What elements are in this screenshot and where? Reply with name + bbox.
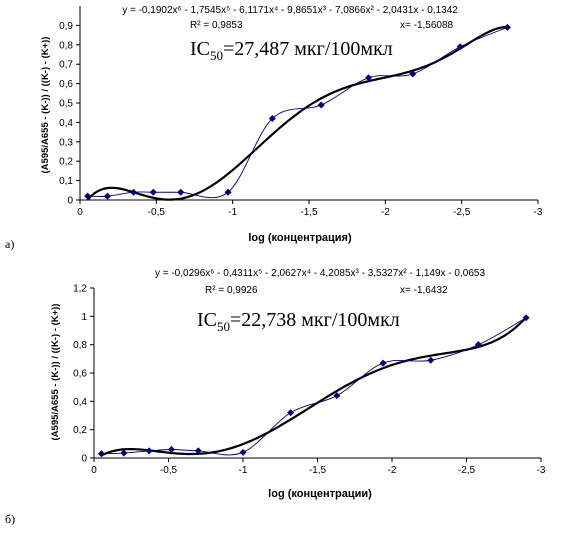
y-tick-label: 1 — [81, 312, 87, 323]
x-tick-label: -2 — [381, 207, 390, 218]
data-point — [287, 409, 295, 417]
data-point — [317, 101, 325, 109]
y-tick-label: 0,7 — [59, 60, 73, 71]
x-tick-label: -1,5 — [309, 465, 327, 476]
chart: 0 0,2 0,4 0,6 0,8 1 1,2 0 -0,5 -1 -1,5 -2 -2,5 -3 y = … — [5, 268, 546, 526]
data-line — [101, 317, 527, 456]
y-axis-label: (A595/A655 - (K-)) / ((K-) - (K+)) — [50, 304, 61, 441]
y-tick-label: 0,2 — [59, 157, 73, 168]
data-point — [474, 341, 482, 349]
ic50-sub: 50 — [210, 48, 223, 63]
data-point — [224, 188, 232, 196]
data-point — [522, 314, 530, 322]
equation: y = -0,0296x⁶ - 0,4311x⁵ - 2,0627x⁴ - 4,… — [155, 268, 486, 279]
y-tick-label: 0,6 — [59, 79, 73, 90]
panel-label: а) — [5, 237, 14, 251]
data-point — [239, 448, 247, 456]
x-tick-label: -0,5 — [148, 207, 166, 218]
x-tick-label: -2 — [388, 465, 397, 476]
data-point — [268, 115, 276, 123]
y-tick-label: 0 — [67, 196, 73, 207]
x-tick-label: 0 — [77, 207, 83, 218]
y-tick-label: 0,6 — [73, 369, 87, 380]
data-point — [129, 188, 137, 196]
ic50-rest: =22,738 мкг/100мкл — [230, 309, 400, 331]
chart: 0 0,1 0,2 0,3 0,4 0,5 0,6 0,7 0,8 0,9 0 -0,5 -1 -1,5 -… — [5, 5, 543, 251]
x-axis-label: log (концентрация) — [248, 232, 352, 244]
data-point — [379, 359, 387, 367]
ic50: IC50=27,487 мкг/100мкл — [190, 38, 393, 63]
x-note: x= -1,56088 — [400, 20, 454, 31]
data-point — [333, 392, 341, 400]
y-tick-label: 0,4 — [73, 397, 87, 408]
y-tick-label: 1,2 — [73, 284, 87, 295]
x-tick-label: 0 — [91, 465, 97, 476]
ic50-main: IC — [190, 38, 210, 60]
x-tick-label: -2,5 — [458, 465, 476, 476]
data-point — [503, 23, 511, 31]
y-tick-label: 0,2 — [73, 425, 87, 436]
data-point — [167, 446, 175, 453]
data-point — [177, 188, 185, 196]
ic50-rest: =27,487 мкг/100мкл — [223, 38, 393, 60]
x-axis-label: log (концентрации) — [268, 488, 372, 500]
data-point — [97, 450, 105, 458]
data-point — [365, 74, 373, 82]
r-squared: R² = 0,9853 — [190, 20, 243, 31]
y-tick-label: 0,1 — [59, 176, 73, 187]
data-point — [427, 356, 435, 364]
y-axis-label: (A595/A655 - (K-)) / ((K-) - (K+)) — [40, 37, 51, 174]
x-tick-label: -0,5 — [160, 465, 178, 476]
x-tick-label: -3 — [537, 465, 546, 476]
y-tick-label: 0,9 — [59, 21, 73, 32]
data-point — [194, 447, 202, 455]
y-tick-label: 0,8 — [73, 340, 87, 351]
data-point — [103, 192, 111, 200]
data-point — [84, 192, 92, 200]
data-point — [149, 188, 157, 196]
ic50-main: IC — [197, 309, 217, 331]
y-tick-label: 0,4 — [59, 118, 73, 129]
ic50-sub: 50 — [217, 319, 230, 334]
data-point — [120, 449, 128, 457]
trend-line — [101, 316, 527, 457]
equation: y = -0,1902x⁶ - 1,7545x⁵ - 6,1171x⁴ - 9,… — [122, 5, 458, 16]
x-tick-label: -3 — [534, 207, 543, 218]
y-tick-label: 0,3 — [59, 137, 73, 148]
x-note: x= -1,6432 — [400, 285, 448, 296]
x-tick-label: -2,5 — [453, 207, 471, 218]
x-tick-label: -1 — [228, 207, 237, 218]
x-tick-label: -1 — [239, 465, 248, 476]
r-squared: R² = 0,9926 — [205, 285, 258, 296]
x-tick-label: -1,5 — [300, 207, 318, 218]
panel-label: б) — [5, 512, 15, 526]
y-tick-label: 0,8 — [59, 40, 73, 51]
ic50: IC50=22,738 мкг/100мкл — [197, 309, 400, 334]
data-point — [409, 70, 417, 78]
data-point — [145, 447, 153, 455]
y-tick-label: 0,5 — [59, 99, 73, 110]
y-tick-label: 0 — [81, 454, 87, 465]
data-point — [456, 43, 464, 51]
